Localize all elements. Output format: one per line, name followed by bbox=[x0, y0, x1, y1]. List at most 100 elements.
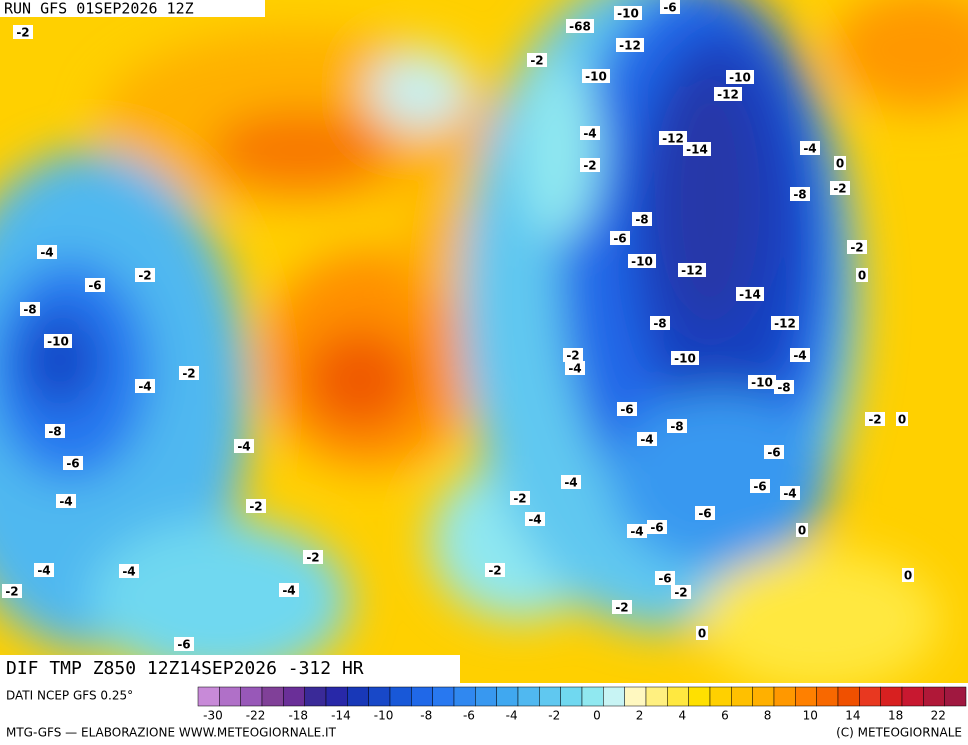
label-box bbox=[20, 302, 40, 316]
label-box bbox=[667, 419, 687, 433]
label-box bbox=[63, 456, 83, 470]
contour-label: -6 bbox=[66, 457, 79, 471]
contour-label: -4 bbox=[122, 565, 135, 579]
contour-label: -8 bbox=[653, 317, 666, 331]
legend-swatch bbox=[389, 686, 412, 707]
legend-swatch bbox=[901, 686, 924, 707]
legend-swatch bbox=[304, 686, 327, 707]
label-box bbox=[485, 563, 505, 577]
label-box bbox=[790, 187, 810, 201]
legend-tick-label: 14 bbox=[845, 709, 860, 723]
legend-swatch bbox=[709, 686, 732, 707]
legend-tick-label: -22 bbox=[246, 709, 266, 723]
contour-label: -6 bbox=[658, 572, 671, 586]
label-box bbox=[771, 316, 799, 330]
legend-swatch bbox=[261, 686, 284, 707]
label-box bbox=[637, 432, 657, 446]
label-box bbox=[234, 439, 254, 453]
contour-label: -4 bbox=[37, 564, 50, 578]
contour-label: 0 bbox=[836, 157, 844, 171]
contour-label: -10 bbox=[585, 70, 607, 84]
label-box bbox=[830, 181, 850, 195]
legend-swatch bbox=[923, 686, 945, 707]
contour-label: -8 bbox=[23, 303, 36, 317]
label-box bbox=[303, 550, 323, 564]
label-box bbox=[34, 563, 54, 577]
contour-label: 0 bbox=[858, 269, 866, 283]
run-label: RUN GFS 01SEP2026 12Z bbox=[4, 0, 194, 18]
contour-label: -2 bbox=[530, 54, 543, 68]
label-box bbox=[580, 158, 600, 172]
label-box bbox=[527, 53, 547, 67]
contour-label: -6 bbox=[650, 521, 663, 535]
label-box bbox=[696, 626, 708, 640]
label-box bbox=[45, 424, 65, 438]
label-box bbox=[56, 494, 76, 508]
legend-swatch bbox=[773, 686, 796, 707]
contour-label: -12 bbox=[717, 88, 739, 102]
label-box bbox=[726, 70, 754, 84]
label-box bbox=[834, 156, 846, 170]
label-box bbox=[246, 499, 266, 513]
legend-tick-label: -10 bbox=[374, 709, 394, 723]
contour-label: -6 bbox=[767, 446, 780, 460]
contour-label: -4 bbox=[282, 584, 295, 598]
contour-label: -12 bbox=[662, 132, 684, 146]
contour-label: -2 bbox=[138, 269, 151, 283]
legend-swatch bbox=[859, 686, 881, 707]
contour-label: -2 bbox=[566, 349, 579, 363]
legend-tick-label: -18 bbox=[288, 709, 308, 723]
legend-tick-label: 18 bbox=[888, 709, 903, 723]
label-box bbox=[790, 348, 810, 362]
legend-tick-label: 6 bbox=[721, 709, 729, 723]
contour-label: -4 bbox=[640, 433, 653, 447]
legend-swatch bbox=[411, 686, 433, 707]
label-box bbox=[800, 141, 820, 155]
legend-tick-label: 0 bbox=[593, 709, 601, 723]
legend-swatch bbox=[197, 686, 220, 707]
contour-label: -6 bbox=[698, 507, 711, 521]
legend-swatch bbox=[603, 686, 625, 707]
legend-tick-label: -4 bbox=[506, 709, 518, 723]
map-title: DIF TMP Z850 12Z14SEP2026 -312 HR bbox=[6, 658, 364, 679]
legend-swatch bbox=[539, 686, 561, 707]
legend-swatch bbox=[837, 686, 860, 707]
contour-label: -10 bbox=[47, 335, 69, 349]
contour-label: -8 bbox=[635, 213, 648, 227]
contour-label: -2 bbox=[850, 241, 863, 255]
contour-label: -4 bbox=[793, 349, 806, 363]
legend-swatch bbox=[517, 686, 540, 707]
label-box bbox=[279, 583, 299, 597]
contour-label: 0 bbox=[798, 524, 806, 538]
legend-tick-label: -14 bbox=[331, 709, 351, 723]
contour-label: -2 bbox=[306, 551, 319, 565]
contour-label: -6 bbox=[663, 1, 676, 15]
contour-label: -4 bbox=[583, 127, 596, 141]
label-box bbox=[678, 263, 706, 277]
label-box bbox=[616, 38, 644, 52]
contour-label: -10 bbox=[617, 7, 639, 21]
label-box bbox=[614, 6, 642, 20]
contour-label: -4 bbox=[138, 380, 151, 394]
contour-label: -4 bbox=[564, 476, 577, 490]
contour-label: -4 bbox=[237, 440, 250, 454]
label-box bbox=[525, 512, 545, 526]
label-box bbox=[736, 287, 764, 301]
contour-label: -6 bbox=[177, 638, 190, 652]
legend-swatch bbox=[581, 686, 604, 707]
contour-label: -12 bbox=[774, 317, 796, 331]
label-box bbox=[37, 245, 57, 259]
legend-swatch bbox=[560, 686, 583, 707]
label-box bbox=[566, 19, 594, 33]
legend-swatch bbox=[283, 686, 305, 707]
label-box bbox=[135, 379, 155, 393]
legend-swatch bbox=[368, 686, 391, 707]
label-box bbox=[617, 402, 637, 416]
legend-swatch bbox=[219, 686, 241, 707]
label-box bbox=[865, 412, 885, 426]
credit: MTG-GFS — ELABORAZIONE WWW.METEOGIORNALE… bbox=[6, 726, 337, 740]
contour-label: -10 bbox=[729, 71, 751, 85]
contour-label: -2 bbox=[249, 500, 262, 514]
contour-label: -2 bbox=[615, 601, 628, 615]
label-box bbox=[44, 334, 72, 348]
